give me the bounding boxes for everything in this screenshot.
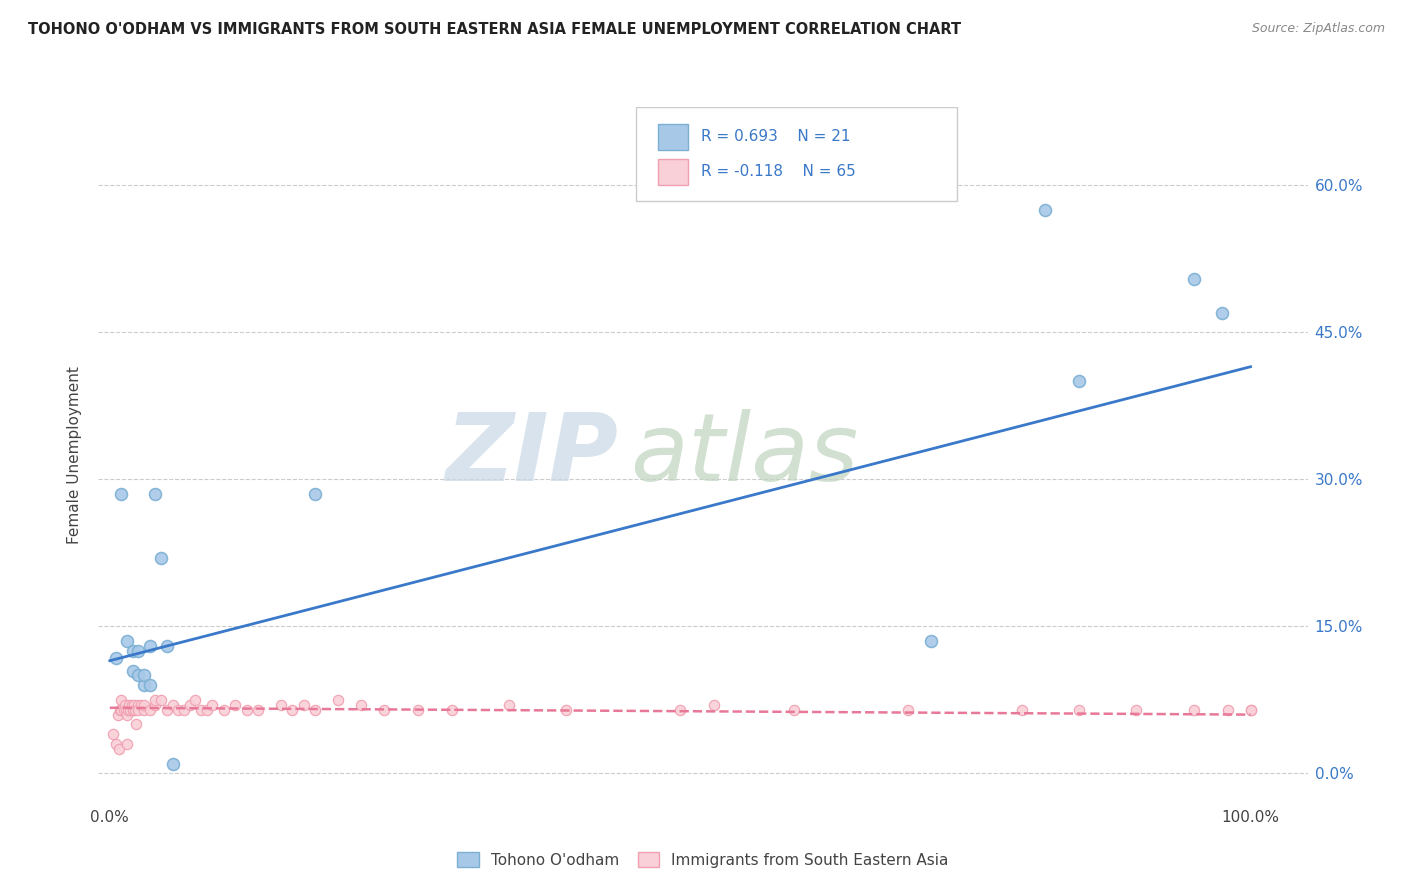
Point [555, 703, 578, 717]
Point [139, 678, 162, 692]
Point [1216, 703, 1239, 717]
Point [669, 703, 692, 717]
Point [107, 707, 129, 722]
Point [120, 703, 142, 717]
Point [132, 703, 155, 717]
Text: ZIP: ZIP [446, 409, 619, 501]
Point [114, 703, 136, 717]
Point [292, 698, 315, 712]
Point [406, 703, 429, 717]
Point [350, 698, 373, 712]
Point [150, 550, 173, 565]
Point [108, 742, 131, 756]
Point [1182, 271, 1205, 285]
Point [281, 703, 304, 717]
Point [110, 693, 132, 707]
Point [1239, 703, 1261, 717]
Point [162, 756, 184, 771]
Point [114, 698, 136, 712]
Point [173, 703, 195, 717]
Point [498, 698, 520, 712]
Point [224, 698, 246, 712]
Point [122, 698, 145, 712]
Point [1211, 306, 1233, 320]
Point [162, 698, 184, 712]
Point [150, 693, 173, 707]
Point [104, 737, 127, 751]
Text: R = 0.693    N = 21: R = 0.693 N = 21 [700, 129, 851, 145]
Point [783, 703, 806, 717]
Y-axis label: Female Unemployment: Female Unemployment [67, 366, 83, 544]
Point [115, 737, 138, 751]
FancyBboxPatch shape [658, 124, 689, 150]
Point [127, 644, 149, 658]
Point [139, 703, 162, 717]
Point [108, 703, 131, 717]
Text: Source: ZipAtlas.com: Source: ZipAtlas.com [1251, 22, 1385, 36]
Point [118, 698, 141, 712]
Point [270, 698, 292, 712]
Point [167, 703, 190, 717]
Point [110, 487, 132, 501]
Point [1239, 703, 1261, 717]
Point [132, 668, 155, 682]
Point [195, 703, 218, 717]
Point [235, 703, 257, 717]
Point [1182, 703, 1205, 717]
Point [117, 703, 139, 717]
Point [127, 703, 149, 717]
Point [103, 727, 125, 741]
Point [121, 703, 143, 717]
Text: TOHONO O'ODHAM VS IMMIGRANTS FROM SOUTH EASTERN ASIA FEMALE UNEMPLOYMENT CORRELA: TOHONO O'ODHAM VS IMMIGRANTS FROM SOUTH … [28, 22, 962, 37]
Point [156, 639, 179, 653]
Point [139, 639, 162, 653]
Point [920, 634, 942, 648]
Text: R = -0.118    N = 65: R = -0.118 N = 65 [700, 164, 855, 179]
Point [212, 703, 235, 717]
Point [441, 703, 464, 717]
Point [1069, 703, 1091, 717]
Point [201, 698, 224, 712]
Point [125, 717, 148, 731]
Point [145, 693, 167, 707]
Point [184, 693, 207, 707]
Point [127, 668, 149, 682]
Point [897, 703, 920, 717]
Point [1011, 703, 1033, 717]
Point [121, 644, 143, 658]
FancyBboxPatch shape [637, 107, 957, 201]
Point [179, 698, 201, 712]
Point [145, 698, 167, 712]
Point [304, 487, 326, 501]
Point [190, 703, 212, 717]
Point [247, 703, 270, 717]
Point [129, 698, 152, 712]
Legend: Tohono O'odham, Immigrants from South Eastern Asia: Tohono O'odham, Immigrants from South Ea… [450, 845, 956, 875]
Point [110, 703, 132, 717]
Point [1069, 375, 1091, 389]
Point [1033, 202, 1056, 217]
Point [156, 703, 179, 717]
Text: atlas: atlas [630, 409, 859, 500]
Point [326, 693, 349, 707]
Point [1125, 703, 1147, 717]
Point [112, 703, 135, 717]
Point [115, 634, 138, 648]
FancyBboxPatch shape [658, 159, 689, 185]
Point [132, 698, 155, 712]
Point [104, 650, 127, 665]
Point [132, 678, 155, 692]
Point [121, 703, 143, 717]
Point [121, 664, 143, 678]
Point [121, 698, 143, 712]
Point [304, 703, 326, 717]
Point [127, 698, 149, 712]
Point [703, 698, 725, 712]
Point [373, 703, 395, 717]
Point [115, 707, 138, 722]
Point [145, 487, 167, 501]
Point [124, 703, 146, 717]
